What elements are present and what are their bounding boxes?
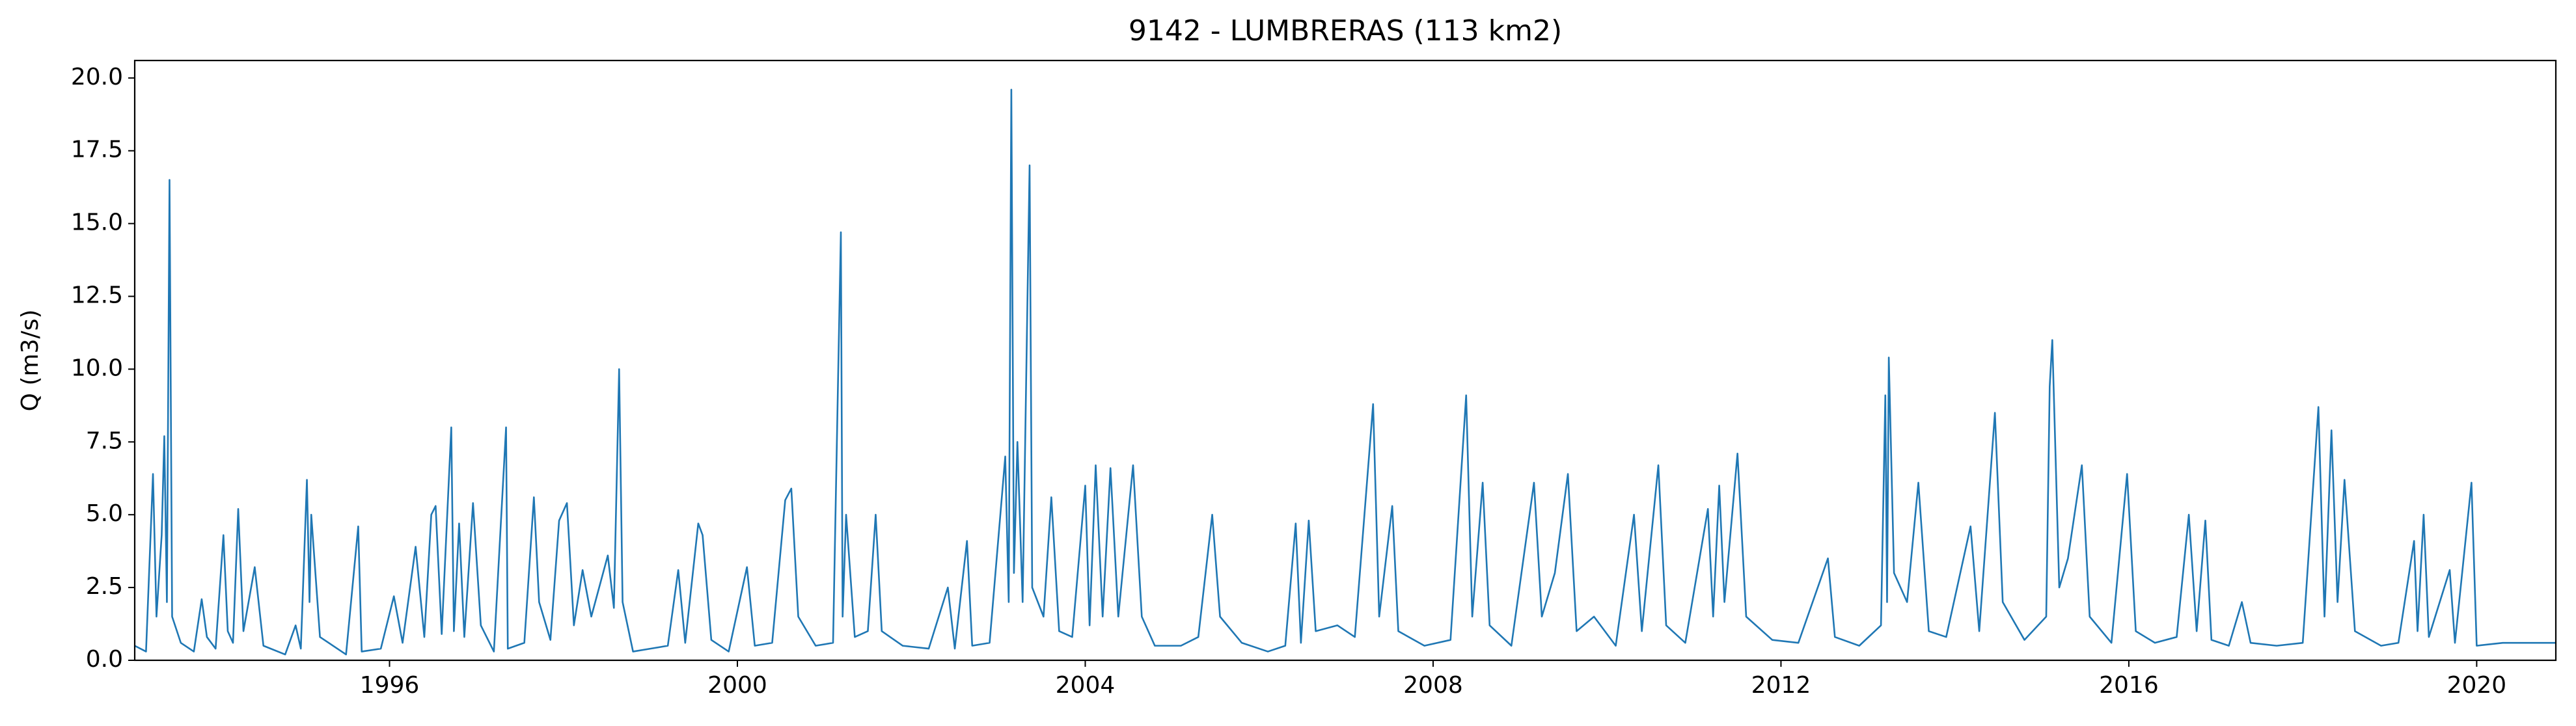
y-axis-label: Q (m3/s) (17, 310, 44, 412)
chart-title: 9142 - LUMBRERAS (113 km2) (1129, 14, 1562, 47)
series-line (134, 88, 2556, 656)
x-tick-label: 2020 (2447, 672, 2507, 699)
y-tick-label: 2.5 (86, 573, 123, 600)
x-tick-label: 2004 (1056, 672, 1116, 699)
x-tick-label: 2008 (1403, 672, 1463, 699)
y-tick-label: 12.5 (71, 282, 123, 309)
y-tick-label: 10.0 (71, 355, 123, 381)
y-tick-label: 0.0 (86, 646, 123, 673)
y-tick-label: 15.0 (71, 209, 123, 236)
y-tick-label: 5.0 (86, 500, 123, 527)
y-tick-label: 17.5 (71, 137, 123, 163)
y-tick-label: 20.0 (71, 64, 123, 90)
y-tick-label: 7.5 (86, 427, 123, 454)
x-tick-label: 2012 (1751, 672, 1811, 699)
x-tick-label: 2016 (2099, 672, 2159, 699)
plot-frame (133, 59, 2557, 662)
x-tick-label: 1996 (360, 672, 420, 699)
x-tick-label: 2000 (707, 672, 767, 699)
